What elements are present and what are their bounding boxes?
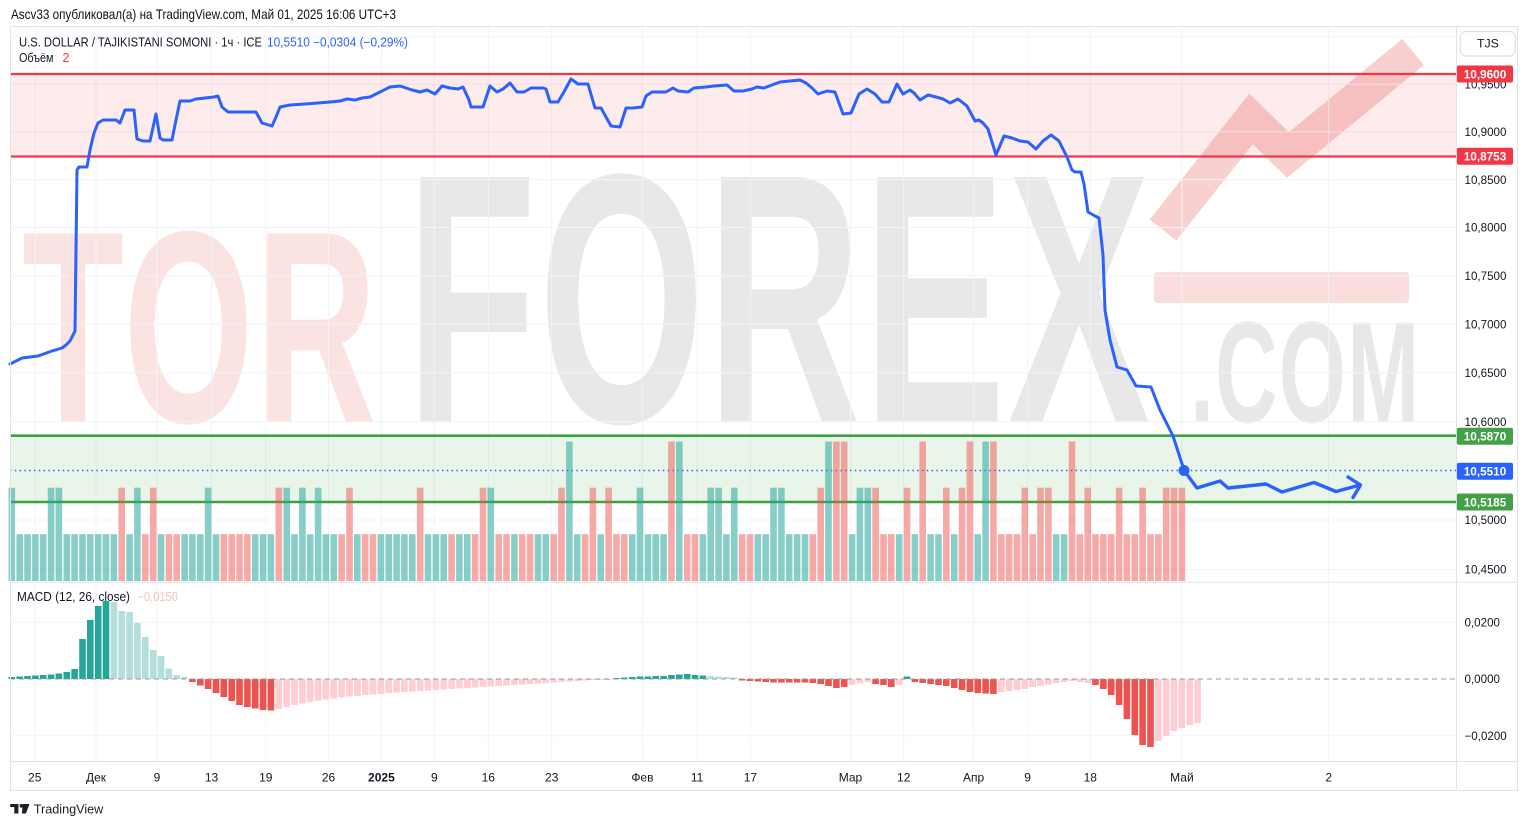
svg-text:TJS: TJS [1477, 37, 1499, 51]
svg-text:Апр: Апр [963, 771, 985, 785]
svg-text:11: 11 [691, 771, 704, 785]
svg-text:18: 18 [1084, 771, 1098, 785]
svg-text:0,0200: 0,0200 [1465, 617, 1500, 630]
svg-text:10,8500: 10,8500 [1465, 174, 1507, 187]
svg-text:10,6500: 10,6500 [1465, 367, 1507, 380]
svg-text:10,9000: 10,9000 [1465, 126, 1507, 139]
svg-text:Объём: Объём [19, 51, 54, 65]
svg-text:23: 23 [545, 771, 559, 785]
svg-text:−0,0200: −0,0200 [1465, 730, 1507, 743]
svg-text:Май: Май [1170, 771, 1194, 785]
svg-text:19: 19 [259, 771, 273, 785]
svg-text:TOR: TOR [22, 176, 379, 481]
svg-text:10,8753: 10,8753 [1464, 150, 1507, 164]
svg-text:.COM: .COM [1190, 293, 1420, 453]
svg-text:16: 16 [482, 771, 496, 785]
svg-text:12: 12 [897, 771, 911, 785]
svg-text:MACD (12, 26, close): MACD (12, 26, close) [17, 590, 130, 604]
svg-text:Мар: Мар [839, 771, 863, 785]
svg-text:10,7500: 10,7500 [1465, 270, 1507, 283]
svg-text:2025: 2025 [368, 771, 395, 785]
svg-text:2: 2 [63, 51, 70, 65]
svg-text:10,5870: 10,5870 [1464, 430, 1507, 444]
svg-text:Дек: Дек [86, 771, 107, 785]
svg-text:FOREX: FOREX [406, 101, 1152, 499]
svg-text:10,5000: 10,5000 [1465, 514, 1507, 527]
svg-text:9: 9 [1024, 771, 1031, 785]
svg-text:10,9600: 10,9600 [1464, 67, 1507, 81]
svg-text:17: 17 [744, 771, 758, 785]
svg-text:10,6000: 10,6000 [1465, 416, 1507, 429]
svg-text:13: 13 [205, 771, 219, 785]
svg-text:TradingView: TradingView [34, 801, 104, 816]
svg-text:10,7000: 10,7000 [1465, 318, 1507, 331]
svg-text:U.S. DOLLAR / TAJIKISTANI SOMO: U.S. DOLLAR / TAJIKISTANI SOMONI · 1ч · … [19, 36, 262, 50]
svg-text:25: 25 [28, 771, 42, 785]
svg-text:Фев: Фев [631, 771, 653, 785]
svg-text:2: 2 [1325, 771, 1332, 785]
svg-text:10,5510 −0,0304 (−0,29%): 10,5510 −0,0304 (−0,29%) [267, 36, 408, 50]
svg-text:−0,0150: −0,0150 [137, 590, 178, 604]
svg-text:0,0000: 0,0000 [1465, 673, 1500, 686]
svg-text:10,8000: 10,8000 [1465, 222, 1507, 235]
svg-text:10,5185: 10,5185 [1464, 495, 1507, 509]
svg-text:10,5510: 10,5510 [1464, 465, 1507, 479]
svg-text:Ascv33 опубликовал(а) на Tradi: Ascv33 опубликовал(а) на TradingView.com… [11, 6, 396, 22]
svg-text:10,4500: 10,4500 [1465, 564, 1507, 577]
svg-text:9: 9 [431, 771, 438, 785]
svg-text:26: 26 [322, 771, 336, 785]
svg-text:9: 9 [154, 771, 161, 785]
